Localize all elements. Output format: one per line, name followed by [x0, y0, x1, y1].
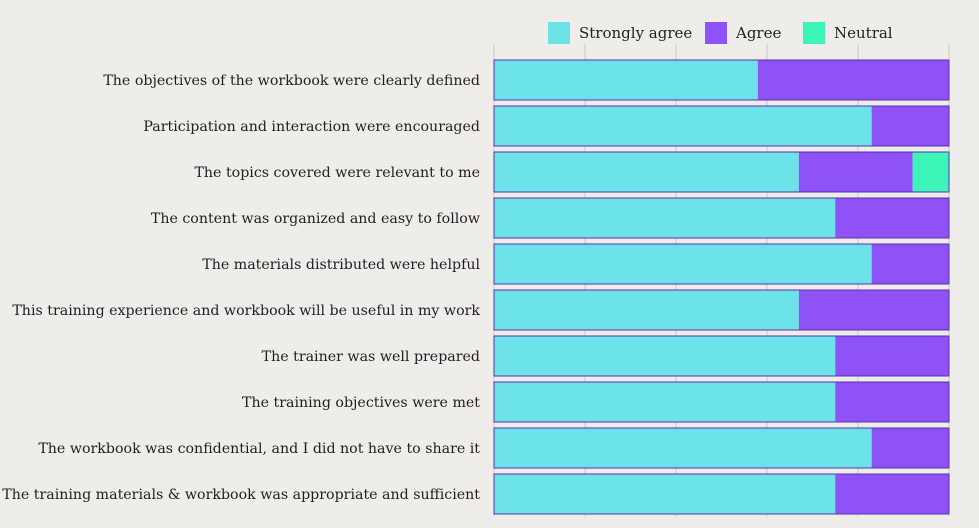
bar-outline — [493, 335, 950, 377]
bar-strongly-agree — [494, 336, 836, 376]
bar-strongly-agree — [494, 428, 872, 468]
legend-swatch — [705, 22, 727, 44]
bar-outline — [493, 427, 950, 469]
bar-strongly-agree — [494, 474, 836, 514]
legend: Strongly agree Agree Neutral — [548, 22, 893, 44]
category-label: The trainer was well prepared — [262, 349, 480, 365]
bar-agree — [757, 60, 949, 100]
bar-outline — [493, 197, 950, 239]
category-label: Participation and interaction were encou… — [143, 119, 480, 135]
category-labels: The objectives of the workbook were clea… — [2, 73, 480, 503]
bar-agree — [798, 290, 949, 330]
bars — [493, 59, 950, 515]
bar-outline — [493, 289, 950, 331]
category-label: The workbook was confidential, and I did… — [38, 441, 480, 457]
bar-strongly-agree — [494, 382, 836, 422]
bar-agree — [871, 106, 949, 146]
legend-label: Neutral — [834, 24, 893, 42]
category-label: The content was organized and easy to fo… — [151, 211, 480, 227]
bar-strongly-agree — [494, 244, 872, 284]
legend-label: Strongly agree — [579, 24, 692, 42]
category-label: The training objectives were met — [242, 395, 480, 411]
bar-agree — [871, 244, 949, 284]
bar-neutral — [912, 152, 949, 192]
legend-swatch — [548, 22, 570, 44]
bar-outline — [493, 473, 950, 515]
category-label: The objectives of the workbook were clea… — [103, 73, 480, 89]
bar-agree — [835, 198, 949, 238]
bar-agree — [871, 428, 949, 468]
bar-agree — [798, 152, 913, 192]
bar-strongly-agree — [494, 106, 872, 146]
bar-strongly-agree — [494, 290, 799, 330]
legend-label: Agree — [735, 24, 781, 42]
bar-outline — [493, 243, 950, 285]
bar-agree — [835, 382, 949, 422]
bar-strongly-agree — [494, 198, 836, 238]
category-label: The materials distributed were helpful — [202, 257, 480, 273]
bar-outline — [493, 381, 950, 423]
legend-swatch — [803, 22, 825, 44]
bar-strongly-agree — [494, 152, 799, 192]
category-label: The topics covered were relevant to me — [194, 165, 480, 181]
bar-strongly-agree — [494, 60, 758, 100]
bar-outline — [493, 105, 950, 147]
bar-outline — [493, 59, 950, 101]
category-label: This training experience and workbook wi… — [12, 303, 480, 319]
bar-agree — [835, 474, 949, 514]
category-label: The training materials & workbook was ap… — [2, 487, 480, 503]
bar-outline — [493, 151, 950, 193]
bar-agree — [835, 336, 949, 376]
